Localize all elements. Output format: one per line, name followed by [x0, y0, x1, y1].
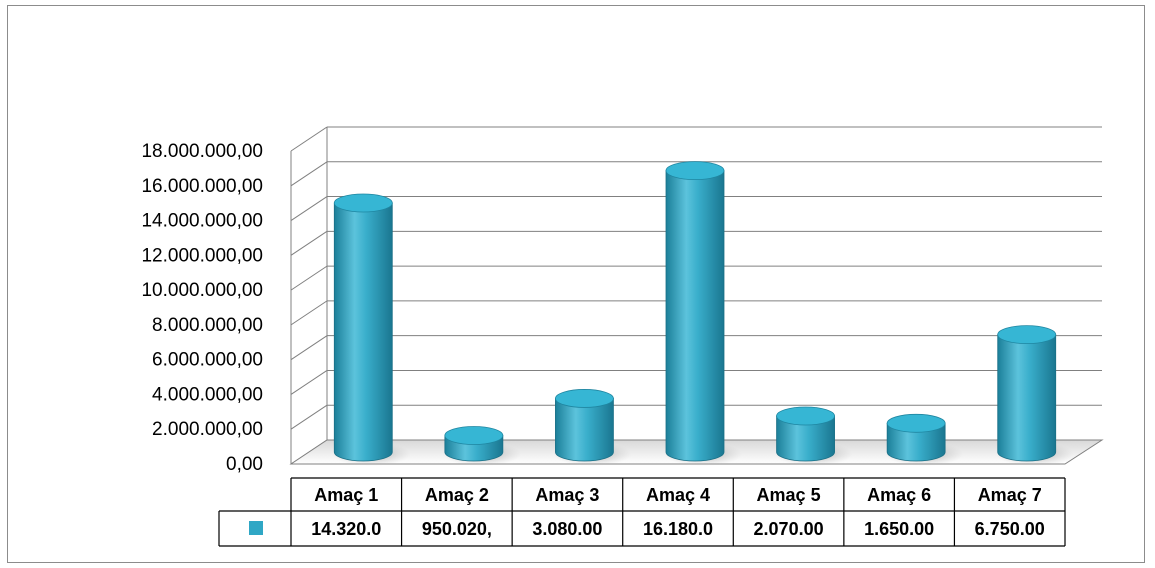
legend-key-swatch	[249, 521, 263, 535]
category-label: Amaç 6	[867, 485, 931, 505]
bar	[553, 389, 632, 466]
category-label: Amaç 5	[757, 485, 821, 505]
bar-top	[776, 406, 835, 426]
bar	[774, 406, 853, 466]
y-tick-label: 0,00	[226, 454, 263, 475]
data-table-value: 16.180.0	[643, 519, 713, 539]
bar	[995, 325, 1074, 466]
y-tick-label: 18.000.000,00	[141, 141, 263, 162]
side-gridline	[290, 370, 328, 395]
side-gridline	[290, 126, 328, 152]
side-gridline	[290, 196, 328, 221]
side-gridline	[290, 300, 328, 326]
y-tick-label: 6.000.000,00	[152, 350, 263, 371]
bar-body	[886, 422, 946, 462]
category-label: Amaç 3	[535, 485, 599, 505]
y-tick-label: 12.000.000,00	[141, 245, 263, 266]
bar-top	[444, 426, 504, 445]
side-gridline	[290, 404, 328, 430]
bar-top	[886, 413, 946, 433]
bar-top	[555, 389, 614, 408]
y-tick-label: 4.000.000,00	[152, 384, 263, 405]
category-label: Amaç 1	[314, 485, 378, 505]
data-table-value: 14.320.0	[311, 519, 381, 539]
bar-body	[665, 170, 725, 462]
y-axis: 0,00 2.000.000,00 4.000.000,00 6.000.000,00…	[141, 141, 263, 475]
bar	[332, 193, 411, 466]
bar-body	[776, 415, 835, 462]
bar-body	[333, 202, 393, 462]
data-table: Amaç 1 14.320.0 Amaç 2 950.020, Amaç 3 3.080.…	[218, 477, 1066, 547]
bar-top	[665, 161, 725, 181]
bar	[664, 161, 742, 466]
y-tick-label: 10.000.000,00	[141, 280, 263, 301]
side-gridline	[290, 230, 328, 256]
bar-top	[997, 325, 1057, 345]
category-label: Amaç 2	[425, 485, 489, 505]
category-label: Amaç 4	[646, 485, 710, 505]
y-tick-label: 16.000.000,00	[141, 176, 263, 197]
y-tick-label: 2.000.000,00	[152, 419, 263, 440]
data-table-value: 950.020,	[422, 519, 492, 539]
data-table-value: 1.650.00	[864, 519, 934, 539]
side-gridline	[290, 161, 328, 187]
bar-body	[997, 334, 1057, 462]
data-table-value: 3.080.00	[532, 519, 602, 539]
data-table-value: 6.750.00	[975, 519, 1045, 539]
y-tick-label: 8.000.000,00	[152, 315, 263, 336]
data-table-value: 2.070.00	[754, 519, 824, 539]
bar-body	[555, 398, 614, 462]
bar	[885, 413, 964, 466]
y-tick-label: 14.000.000,00	[141, 211, 263, 232]
category-label: Amaç 7	[978, 485, 1042, 505]
bar-top	[333, 193, 393, 213]
bars	[332, 161, 1074, 466]
side-gridline	[290, 265, 328, 291]
chart-frame	[7, 5, 1145, 563]
side-gridline	[290, 335, 328, 361]
bar	[442, 426, 521, 466]
